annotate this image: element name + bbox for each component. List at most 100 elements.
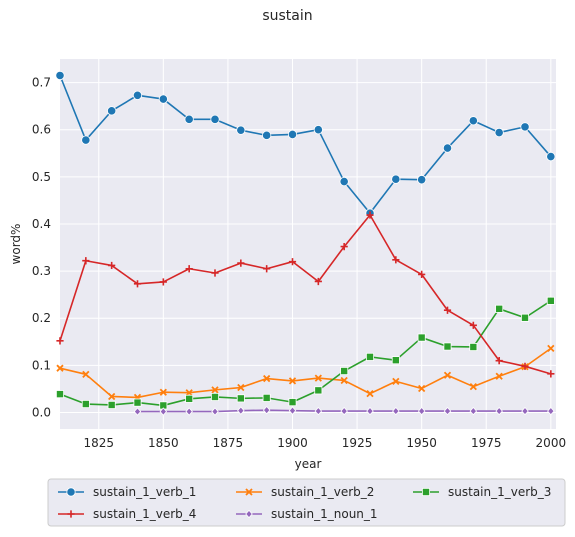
- data-point: [546, 151, 556, 162]
- data-point: [56, 364, 64, 372]
- x-tick-label: 1975: [471, 436, 502, 450]
- plot-background: [60, 59, 556, 429]
- data-point: [159, 407, 168, 416]
- legend-marker: [67, 510, 75, 518]
- x-tick-label: 1850: [148, 436, 179, 450]
- y-tick-label: 0.3: [32, 264, 51, 278]
- data-point: [547, 406, 555, 416]
- data-point: [262, 393, 271, 402]
- data-point: [521, 362, 529, 370]
- data-point: [236, 125, 246, 135]
- data-point: [133, 398, 142, 407]
- data-point: [340, 406, 348, 416]
- x-tick-label: 1925: [342, 436, 373, 450]
- data-point: [159, 278, 167, 286]
- data-point: [469, 321, 477, 329]
- data-point: [340, 376, 348, 385]
- data-point: [495, 372, 503, 380]
- x-tick-label: 1950: [406, 436, 437, 450]
- data-point: [262, 405, 271, 415]
- data-point: [133, 280, 142, 288]
- y-tick-label: 0.5: [32, 170, 51, 184]
- x-tick-label: 2000: [536, 436, 567, 450]
- data-point: [82, 257, 90, 265]
- legend-item: sustain_1_verb_3: [413, 485, 551, 499]
- legend-item: sustain_1_noun_1: [236, 507, 378, 521]
- data-point: [210, 392, 219, 401]
- legend-marker: [245, 488, 253, 496]
- data-point: [365, 352, 374, 361]
- data-point: [82, 370, 90, 378]
- x-tick-label: 1825: [83, 436, 114, 450]
- data-point: [366, 390, 374, 398]
- legend-marker: [66, 487, 76, 497]
- data-point: [211, 386, 219, 394]
- data-point: [56, 390, 65, 399]
- data-point: [108, 392, 116, 401]
- data-point: [442, 143, 453, 153]
- data-point: [469, 342, 478, 351]
- data-point: [468, 116, 478, 126]
- data-point: [314, 374, 322, 382]
- data-point: [158, 94, 168, 104]
- data-point: [443, 406, 452, 416]
- series-layer: [55, 70, 556, 416]
- data-point: [392, 377, 400, 386]
- data-point: [547, 344, 555, 353]
- y-tick-label: 0.1: [32, 358, 51, 372]
- data-point: [288, 406, 297, 415]
- data-point: [495, 304, 504, 313]
- data-point: [288, 258, 297, 266]
- data-point: [391, 356, 400, 365]
- grid: [60, 59, 556, 429]
- data-point: [313, 125, 323, 135]
- data-point: [108, 261, 116, 270]
- data-point: [55, 70, 65, 81]
- legend-item: sustain_1_verb_1: [58, 485, 196, 499]
- legend-box: [47, 478, 566, 527]
- data-point: [547, 370, 555, 378]
- data-point: [521, 406, 529, 416]
- data-point: [287, 129, 298, 140]
- legend-item: sustain_1_verb_2: [236, 485, 374, 499]
- data-point: [236, 394, 245, 403]
- legend-label: sustain_1_verb_3: [448, 485, 551, 499]
- data-point: [81, 135, 91, 145]
- chart-title: sustain: [262, 8, 313, 24]
- data-point: [211, 407, 219, 416]
- data-point: [417, 406, 426, 416]
- x-tick-label: 1875: [213, 436, 244, 450]
- data-point: [263, 265, 271, 273]
- data-point: [546, 296, 555, 305]
- data-point: [81, 400, 90, 409]
- data-point: [314, 406, 323, 416]
- data-point: [494, 127, 504, 138]
- data-point: [340, 242, 348, 251]
- data-point: [391, 174, 401, 184]
- data-point: [237, 383, 245, 392]
- data-point: [495, 406, 503, 416]
- data-point: [469, 382, 477, 391]
- data-point: [392, 256, 400, 264]
- data-point: [237, 259, 245, 267]
- data-point: [262, 130, 272, 140]
- x-tick-label: 1900: [277, 436, 308, 450]
- y-tick-label: 0.0: [32, 406, 51, 420]
- y-tick-label: 0.2: [32, 311, 51, 325]
- data-point: [443, 371, 452, 379]
- data-point: [185, 394, 194, 403]
- data-point: [366, 211, 374, 219]
- data-point: [107, 106, 117, 116]
- data-point: [159, 388, 167, 396]
- y-axis-label: word%: [9, 224, 23, 265]
- data-point: [185, 389, 193, 397]
- series-line: [59, 214, 552, 375]
- legend-label: sustain_1_verb_1: [93, 485, 196, 499]
- series-sustain_1_verb_4: [56, 211, 555, 378]
- data-point: [288, 377, 297, 385]
- data-point: [443, 342, 452, 351]
- data-point: [210, 114, 220, 124]
- data-point: [237, 406, 245, 415]
- series-sustain_1_verb_3: [56, 296, 555, 410]
- legend-label: sustain_1_verb_4: [93, 507, 196, 521]
